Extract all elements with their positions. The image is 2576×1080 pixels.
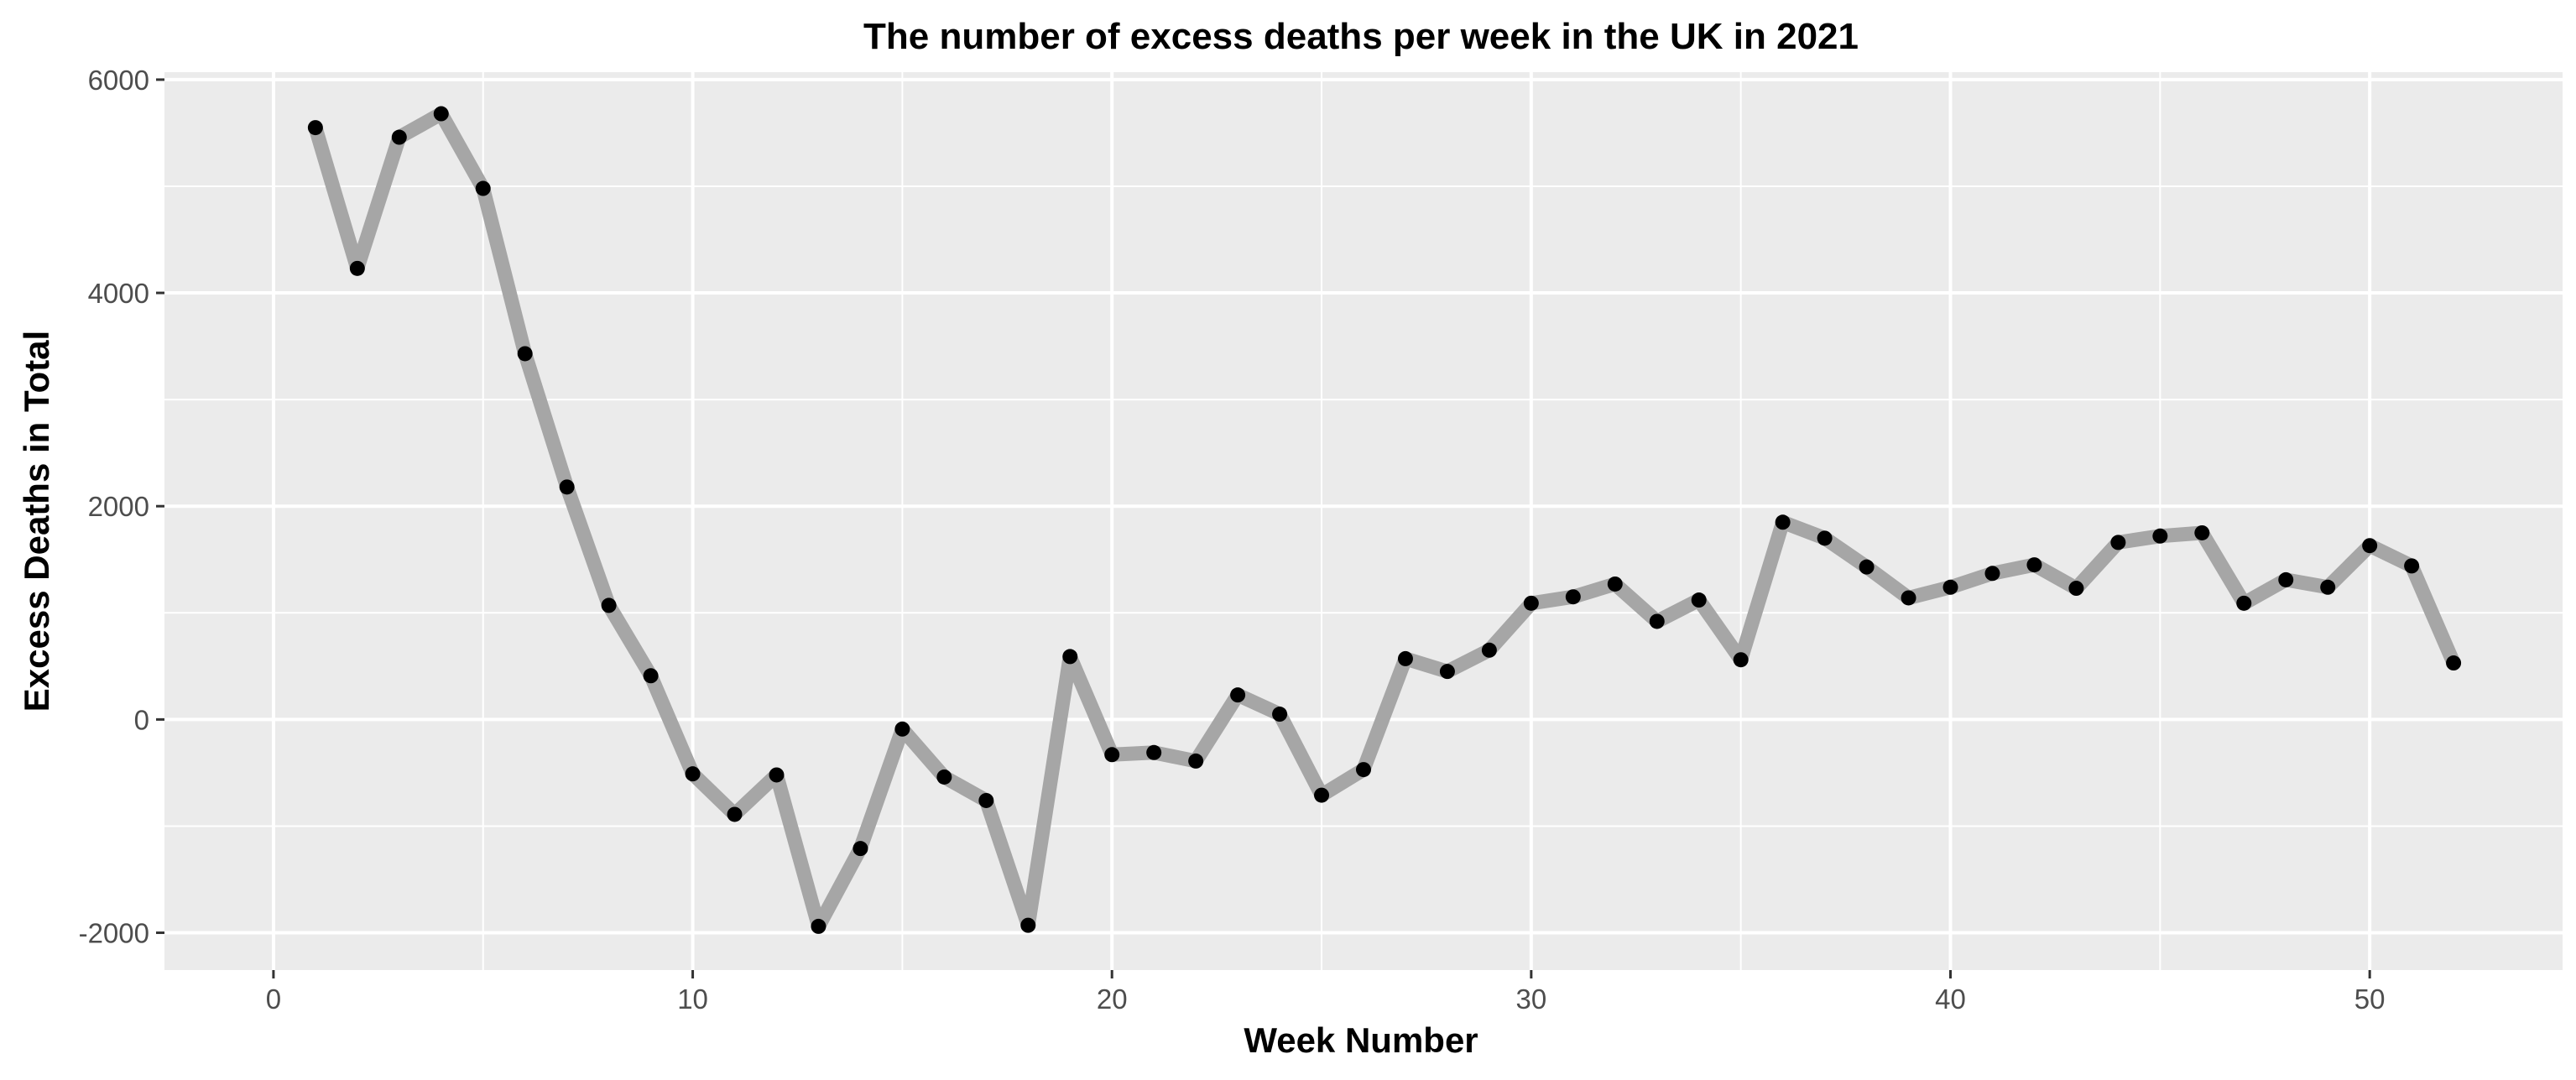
data-point xyxy=(643,668,659,684)
data-point xyxy=(1942,579,1958,595)
data-point xyxy=(769,767,785,783)
data-point xyxy=(1775,514,1791,530)
data-point xyxy=(475,180,491,196)
data-point xyxy=(559,479,575,495)
x-tick-label: 20 xyxy=(1097,983,1128,1015)
chart-title: The number of excess deaths per week in … xyxy=(863,16,1859,57)
data-point xyxy=(936,769,952,785)
data-point xyxy=(2110,535,2126,550)
x-axis: 0 10 20 30 40 50 xyxy=(266,970,2386,1015)
y-axis: -2000 0 2000 4000 6000 xyxy=(79,65,164,949)
data-point xyxy=(1733,652,1749,668)
data-point xyxy=(1397,650,1413,666)
data-point xyxy=(349,260,365,276)
data-point xyxy=(1230,687,1246,703)
data-point xyxy=(1607,576,1623,592)
data-point xyxy=(1565,589,1581,605)
y-tick-label: 4000 xyxy=(88,278,149,309)
data-point xyxy=(2320,579,2336,595)
y-axis-title: Excess Deaths in Total xyxy=(17,331,56,712)
minor-gridlines xyxy=(164,72,2563,970)
data-point xyxy=(1901,590,1916,606)
data-point xyxy=(433,106,449,122)
major-gridlines xyxy=(164,72,2563,970)
data-point xyxy=(2404,558,2420,574)
series-points xyxy=(307,106,2462,934)
data-point xyxy=(1104,747,1120,763)
data-point xyxy=(811,918,827,934)
data-point xyxy=(307,120,323,136)
data-point xyxy=(685,766,701,782)
data-point xyxy=(1649,613,1665,629)
data-point xyxy=(727,806,743,822)
x-axis-title: Week Number xyxy=(1244,1020,1478,1060)
data-point xyxy=(2152,528,2168,544)
data-point xyxy=(1439,664,1455,680)
data-point xyxy=(2026,557,2042,573)
data-point xyxy=(1146,744,1162,760)
y-tick-label: -2000 xyxy=(79,918,149,949)
data-point xyxy=(1314,787,1330,803)
data-point xyxy=(2236,595,2252,611)
data-point xyxy=(1272,707,1288,723)
data-point xyxy=(2446,655,2462,671)
series-line xyxy=(308,107,2461,934)
data-point xyxy=(2278,571,2294,587)
plot-panel xyxy=(164,72,2563,970)
data-point xyxy=(1062,649,1078,665)
data-point xyxy=(391,129,407,145)
x-tick-label: 40 xyxy=(1935,983,1966,1015)
data-point xyxy=(2362,538,2378,554)
data-point xyxy=(894,721,910,737)
x-tick-label: 50 xyxy=(2354,983,2386,1015)
data-point xyxy=(853,841,868,857)
data-point xyxy=(1020,917,1036,933)
data-point xyxy=(1984,566,2000,582)
y-tick-label: 0 xyxy=(134,704,149,735)
data-point xyxy=(1817,530,1833,546)
data-point xyxy=(1481,642,1497,658)
x-tick-label: 0 xyxy=(266,983,281,1015)
data-point xyxy=(1859,559,1875,575)
x-tick-label: 10 xyxy=(677,983,708,1015)
data-point xyxy=(1356,762,1371,778)
data-point xyxy=(517,346,533,362)
data-point xyxy=(2194,524,2210,540)
x-tick-label: 30 xyxy=(1516,983,1547,1015)
data-point xyxy=(1188,753,1204,769)
series-line-path xyxy=(308,107,2461,934)
data-point xyxy=(978,792,994,808)
y-tick-label: 6000 xyxy=(88,65,149,96)
data-point xyxy=(601,597,617,613)
data-point xyxy=(1523,595,1539,611)
y-tick-label: 2000 xyxy=(88,491,149,522)
data-point xyxy=(1691,592,1707,608)
data-point xyxy=(2068,581,2084,597)
